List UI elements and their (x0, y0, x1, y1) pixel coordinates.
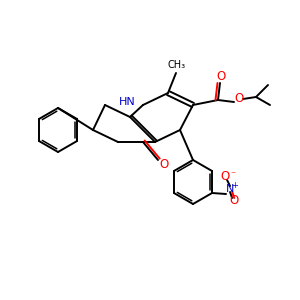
Text: O: O (216, 70, 226, 83)
Text: O: O (159, 158, 169, 170)
Text: ⁻: ⁻ (230, 170, 236, 180)
Text: N: N (226, 184, 234, 194)
Text: O: O (230, 194, 239, 208)
Text: +: + (232, 182, 238, 190)
Text: CH₃: CH₃ (168, 60, 186, 70)
Text: O: O (234, 92, 244, 106)
Text: HN: HN (119, 97, 136, 107)
Text: O: O (220, 170, 230, 184)
